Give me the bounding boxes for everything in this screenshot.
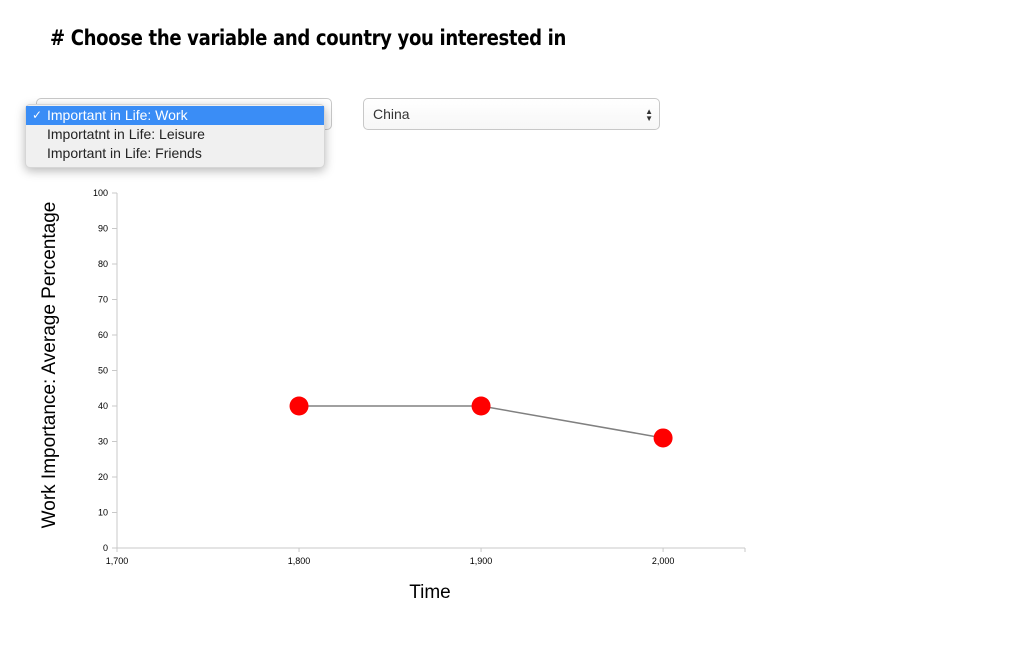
x-tick-label: 1,800 xyxy=(288,556,311,566)
country-select-value: China xyxy=(373,106,410,122)
page-title: # Choose the variable and country you in… xyxy=(50,26,567,50)
x-axis: 1,700 1,800 1,900 2,000 xyxy=(106,547,746,566)
y-tick-label: 60 xyxy=(98,330,108,340)
dropdown-option-work[interactable]: ✓ Important in Life: Work xyxy=(26,106,324,125)
y-axis-title: Work Importance: Average Percentage xyxy=(39,202,60,529)
data-point[interactable] xyxy=(471,396,491,416)
check-icon: ✓ xyxy=(32,108,43,122)
x-tick-label: 1,700 xyxy=(106,556,129,566)
y-tick-label: 30 xyxy=(98,437,108,447)
y-tick-label: 20 xyxy=(98,472,108,482)
country-select[interactable]: China ▲ ▼ xyxy=(363,98,660,130)
y-tick-label: 40 xyxy=(98,401,108,411)
dropdown-option-label: Important in Life: Work xyxy=(47,107,188,123)
y-axis: 0 10 20 30 40 50 60 70 80 90 100 xyxy=(93,188,118,553)
series-layer xyxy=(289,396,673,448)
y-tick-label: 100 xyxy=(93,188,108,198)
x-axis-title: Time xyxy=(409,582,451,603)
dropdown-option-leisure[interactable]: Importatnt in Life: Leisure xyxy=(26,125,324,144)
select-arrows-icon: ▲▼ xyxy=(645,107,653,123)
y-tick-label: 80 xyxy=(98,259,108,269)
dropdown-option-label: Importatnt in Life: Leisure xyxy=(47,126,205,142)
variable-dropdown-menu[interactable]: ✓ Important in Life: Work Importatnt in … xyxy=(25,104,325,168)
dropdown-option-friends[interactable]: Important in Life: Friends xyxy=(26,144,324,163)
y-tick-label: 90 xyxy=(98,224,108,234)
y-tick-label: 10 xyxy=(98,508,108,518)
y-tick-label: 0 xyxy=(103,543,108,553)
data-point[interactable] xyxy=(289,396,309,416)
y-tick-label: 50 xyxy=(98,366,108,376)
data-point[interactable] xyxy=(653,428,673,448)
y-tick-label: 70 xyxy=(98,295,108,305)
dropdown-option-label: Important in Life: Friends xyxy=(47,145,202,161)
x-tick-label: 1,900 xyxy=(470,556,493,566)
x-tick-label: 2,000 xyxy=(652,556,675,566)
